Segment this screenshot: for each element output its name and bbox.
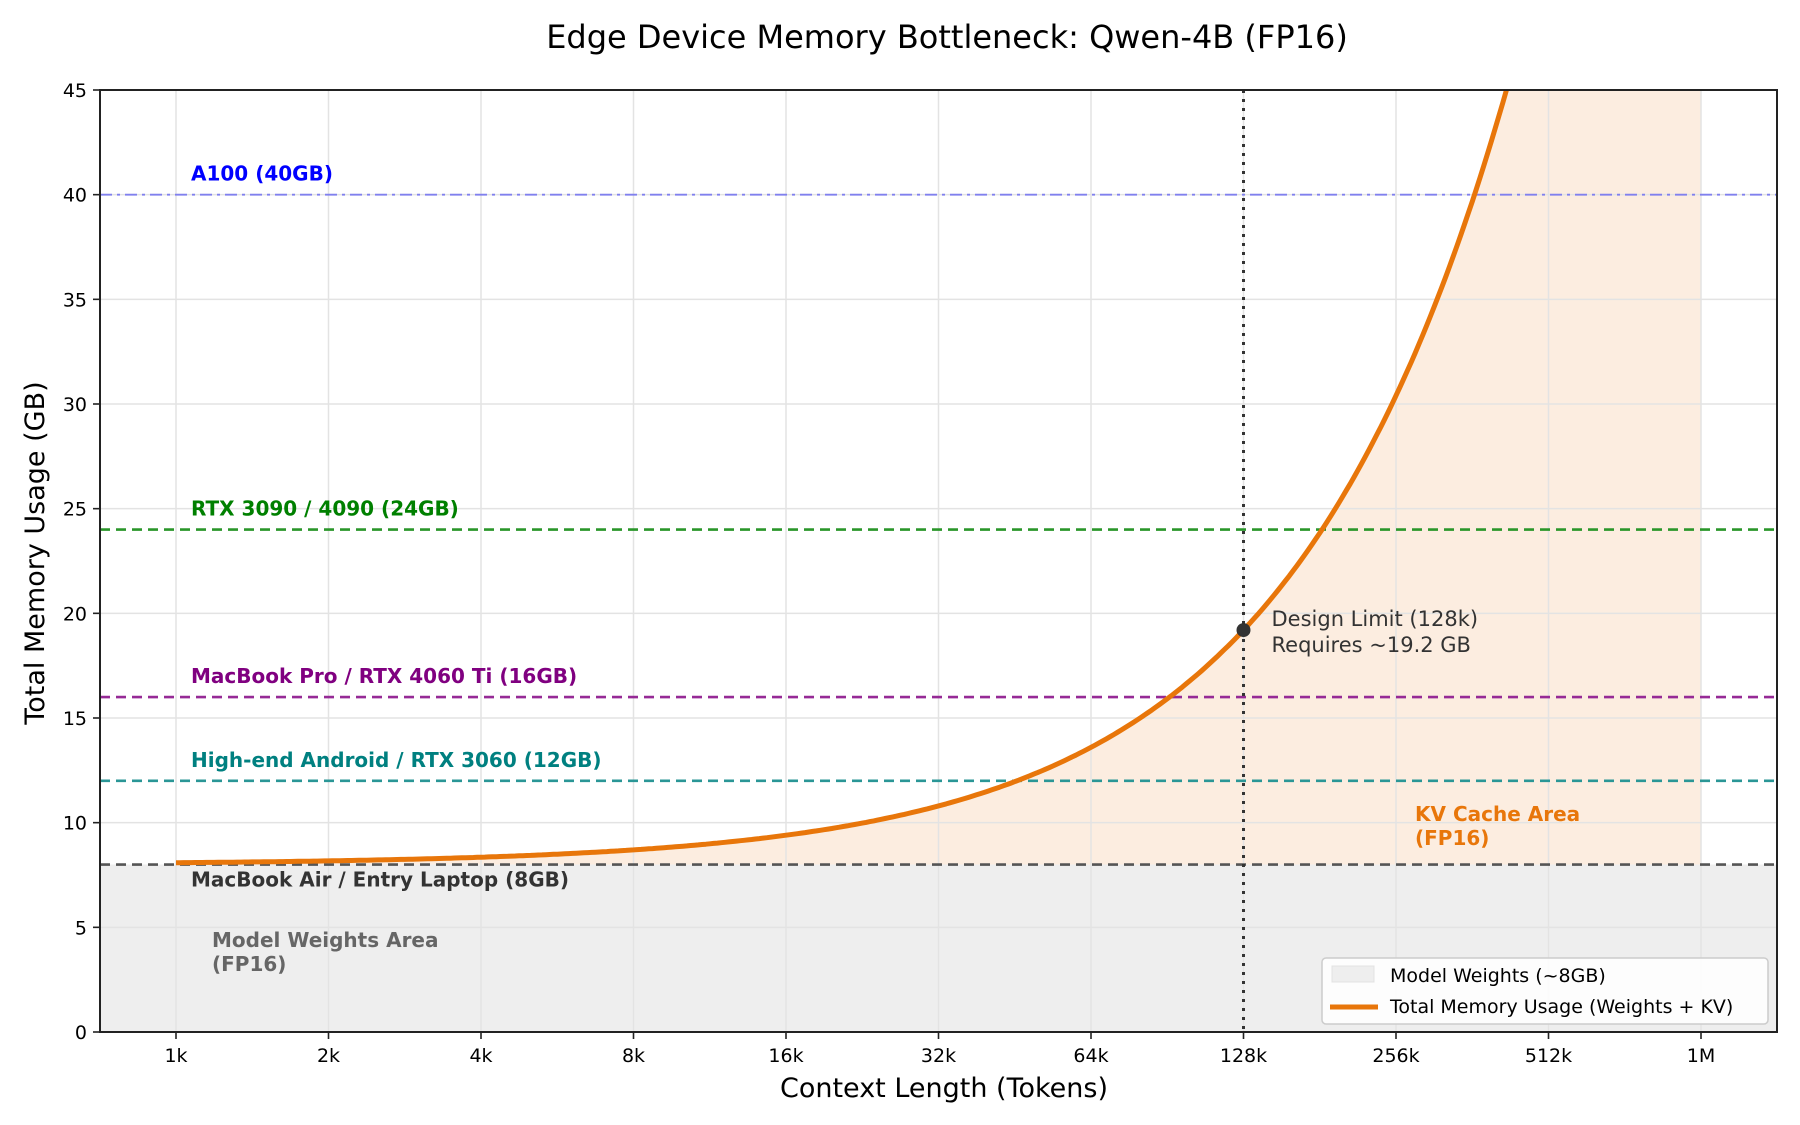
- design-limit-requirement: Requires ~19.2 GB: [1272, 633, 1471, 657]
- kv-area-label-sub: (FP16): [1415, 826, 1489, 850]
- x-tick-label: 2k: [317, 1045, 340, 1067]
- total-memory-curve: [176, 90, 1510, 866]
- x-tick-label: 64k: [1073, 1045, 1108, 1067]
- plot-content: [100, 90, 1777, 1032]
- legend: Model Weights (~8GB) Total Memory Usage (…: [1321, 957, 1769, 1025]
- x-axis-label: Context Length (Tokens): [780, 1073, 1108, 1104]
- x-tick-label: 256k: [1372, 1045, 1419, 1067]
- hardware-label: MacBook Pro / RTX 4060 Ti (16GB): [191, 664, 577, 688]
- weights-area-label: Model Weights Area: [212, 928, 439, 952]
- legend-weights-swatch: [1331, 965, 1375, 983]
- kv-cache-area: [176, 90, 1701, 865]
- y-tick-label: 5: [75, 917, 87, 939]
- design-limit-annotation: Design Limit (128k): [1272, 607, 1479, 631]
- y-tick-label: 15: [63, 708, 87, 730]
- chart-title: Edge Device Memory Bottleneck: Qwen-4B (…: [546, 18, 1348, 56]
- y-tick-label: 30: [63, 394, 87, 416]
- y-tick-label: 0: [75, 1022, 87, 1044]
- hardware-label: RTX 3090 / 4090 (24GB): [191, 497, 459, 521]
- kv-area-label: KV Cache Area: [1415, 802, 1580, 826]
- x-tick-label: 8k: [622, 1045, 645, 1067]
- x-tick-label: 32k: [921, 1045, 956, 1067]
- y-axis-label: Total Memory Usage (GB): [20, 381, 51, 725]
- y-tick-label: 35: [63, 289, 87, 311]
- legend-weights-label: Model Weights (~8GB): [1390, 965, 1606, 987]
- hardware-label: High-end Android / RTX 3060 (12GB): [191, 748, 602, 772]
- hardware-label: MacBook Air / Entry Laptop (8GB): [191, 868, 569, 892]
- hardware-label: A100 (40GB): [191, 162, 333, 186]
- x-tick-label: 4k: [469, 1045, 492, 1067]
- y-tick-label: 45: [63, 80, 87, 102]
- x-tick-label: 512k: [1525, 1045, 1572, 1067]
- weights-area-label-sub: (FP16): [212, 952, 286, 976]
- y-tick-label: 25: [63, 499, 87, 521]
- x-tick-label: 128k: [1220, 1045, 1267, 1067]
- x-tick-label: 16k: [768, 1045, 803, 1067]
- y-tick-label: 40: [63, 185, 87, 207]
- legend-curve-label: Total Memory Usage (Weights + KV): [1389, 996, 1733, 1018]
- x-tick-label: 1k: [164, 1045, 187, 1067]
- plot-area: A100 (40GB) RTX 3090 / 4090 (24GB) MacBook…: [63, 80, 1778, 1067]
- y-tick-label: 20: [63, 603, 87, 625]
- x-tick-label: 1M: [1687, 1045, 1715, 1067]
- design-limit-marker: [1236, 623, 1251, 638]
- y-tick-label: 10: [63, 813, 87, 835]
